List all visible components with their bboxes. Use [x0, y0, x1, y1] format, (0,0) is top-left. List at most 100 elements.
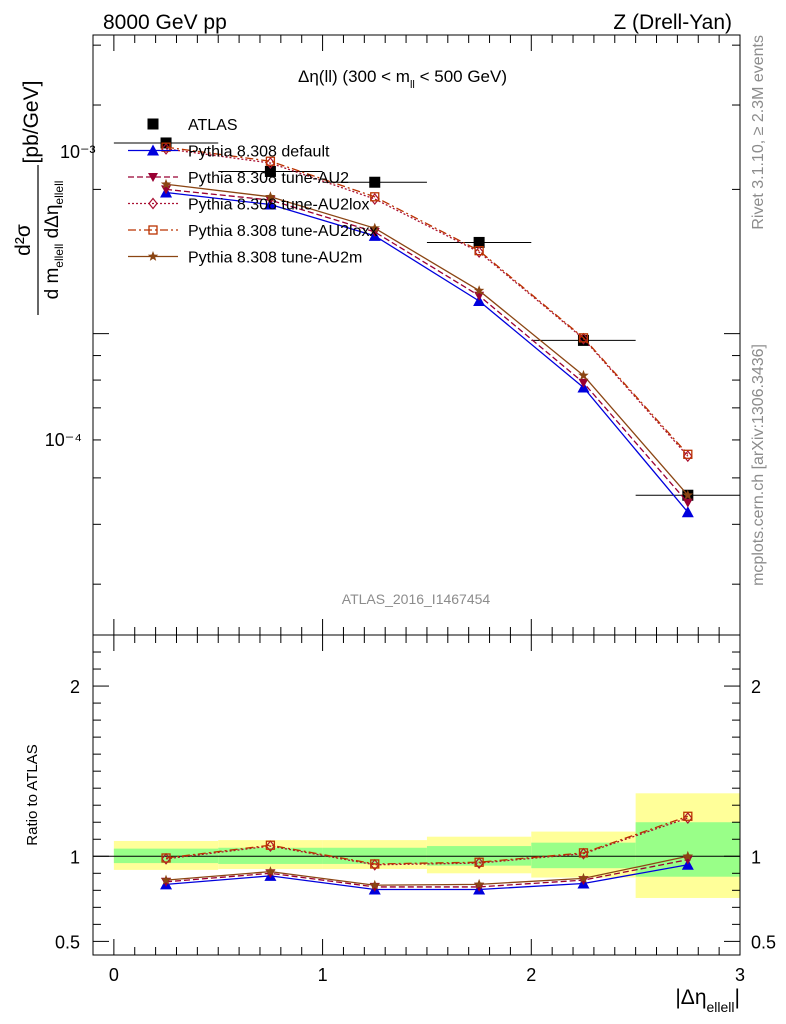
- ratio-y-tick-label-right: 2: [751, 677, 761, 697]
- ratio-y-tick-label-right: 0.5: [751, 932, 776, 952]
- ratio-point-au2lox: [683, 812, 693, 824]
- legend-marker-au2loxx: [148, 225, 158, 235]
- series-line-au2lox: [165, 148, 689, 457]
- series-line-default: [165, 191, 689, 513]
- point-atlas: [577, 334, 589, 346]
- legend-label: Pythia 8.308 default: [188, 144, 330, 161]
- ratio-band-inner: [531, 842, 636, 869]
- plot-title-sub: ll: [410, 79, 415, 91]
- legend: ATLAS Pythia 8.308 default Pythia 8.308 tu…: [128, 117, 377, 267]
- ratio-line-au2: [165, 859, 688, 888]
- point-au2m: [265, 191, 276, 202]
- legend-marker-au2: [148, 173, 158, 182]
- y-tick-label-1e-4: 10⁻⁴: [45, 430, 82, 450]
- ratio-point-au2loxx: [161, 853, 171, 863]
- point-au2lox: [578, 332, 589, 345]
- ratio-point-au2loxx: [683, 811, 693, 821]
- point-au2m: [369, 222, 380, 233]
- main-axis-ticks: [93, 35, 741, 635]
- legend-item-au2m: Pythia 8.308 tune-AU2m: [128, 250, 362, 267]
- legend-label: ATLAS: [188, 117, 238, 134]
- ratio-y-tick-label-right: 1: [751, 847, 761, 867]
- ratio-point-au2m: [369, 879, 380, 890]
- main-series-group: [113, 137, 740, 518]
- y-label-den-pre: d m: [42, 268, 63, 300]
- point-au2loxx: [370, 192, 380, 202]
- point-au2lox: [369, 193, 380, 205]
- series-atlas: [113, 137, 740, 501]
- header-right: Z (Drell-Yan): [613, 11, 732, 34]
- legend-item-au2lox: Pythia 8.308 tune-AU2lox: [128, 197, 369, 214]
- legend-label: Pythia 8.308 tune-AU2: [188, 170, 349, 187]
- ratio-series-group: [160, 811, 694, 895]
- y-label-denominator: d mellell dΔηellell: [42, 181, 66, 300]
- plot-title: Δη(ll) (300 < mll < 500 GeV): [298, 67, 507, 91]
- ratio-point-au2m: [265, 866, 276, 876]
- point-au2m: [473, 285, 485, 295]
- y-tick-label-1e-3: 10⁻³: [60, 142, 96, 162]
- ratio-point-au2: [474, 882, 485, 892]
- legend-item-default: Pythia 8.308 default: [128, 144, 330, 161]
- point-atlas: [264, 165, 276, 177]
- point-au2loxx: [578, 333, 589, 343]
- point-au2loxx: [474, 246, 484, 256]
- x-tick-label: 0: [109, 965, 119, 985]
- header-left: 8000 GeV pp: [103, 11, 227, 34]
- ratio-panel: 0 1 2 3 0.5 0.5 1 1 2 2 Ratio to ATLAS |Δηellell|: [24, 634, 776, 1015]
- y-label-den-mid: dΔη: [42, 205, 63, 244]
- point-au2m: [578, 369, 589, 380]
- ratio-frame: [92, 634, 741, 956]
- ratio-point-au2loxx: [265, 840, 276, 850]
- analysis-watermark: ATLAS_2016_I1467454: [342, 591, 491, 607]
- point-au2lox: [683, 450, 693, 463]
- ratio-y-tick-label: 1: [70, 847, 80, 867]
- legend-marker-au2m: [147, 251, 159, 261]
- legend-label: Pythia 8.308 tune-AU2m: [188, 250, 362, 267]
- y-label-units: [pb/GeV]: [20, 81, 43, 164]
- ratio-point-au2m: [160, 874, 172, 885]
- legend-marker-default: [147, 144, 159, 156]
- main-panel: Δη(ll) (300 < mll < 500 GeV) 10⁻⁴ 10⁻³ A…: [12, 34, 741, 636]
- ratio-series-au2m: [160, 850, 694, 890]
- point-au2loxx: [161, 142, 171, 152]
- point-atlas: [473, 236, 485, 248]
- x-label-pre: |Δη: [675, 986, 706, 1009]
- main-y-axis-label: [pb/GeV] d²σ d mellell dΔηellell: [12, 81, 66, 315]
- ratio-point-au2: [682, 855, 693, 865]
- plot-title-post: < 500 GeV): [415, 67, 507, 86]
- legend-item-au2: Pythia 8.308 tune-AU2: [128, 170, 349, 187]
- ratio-line-default: [165, 864, 688, 891]
- x-axis-label: |Δηellell|: [675, 986, 740, 1015]
- series-line-au2m: [165, 183, 689, 496]
- legend-label: Pythia 8.308 tune-AU2loxx: [188, 223, 377, 240]
- legend-marker-au2lox: [148, 197, 158, 210]
- legend-item-atlas: ATLAS: [147, 117, 238, 134]
- ratio-y-tick-label: 0.5: [55, 932, 80, 952]
- ratio-series-au2loxx: [161, 811, 693, 869]
- point-au2m: [682, 489, 694, 500]
- ratio-line-au2loxx: [165, 815, 689, 865]
- ratio-point-au2loxx: [370, 859, 380, 869]
- point-au2loxx: [683, 449, 693, 459]
- point-au2: [682, 498, 693, 508]
- ratio-point-au2loxx: [578, 848, 589, 858]
- x-label-post: |: [735, 986, 740, 1009]
- point-au2lox: [474, 246, 484, 259]
- ratio-point-au2m: [473, 878, 485, 889]
- point-au2: [265, 196, 276, 206]
- legend-label: Pythia 8.308 tune-AU2lox: [188, 197, 369, 214]
- legend-marker-atlas: [147, 118, 159, 130]
- rivet-version-label: Rivet 3.1.10, ≥ 2.3M events: [750, 35, 767, 230]
- series-line-au2: [165, 188, 689, 504]
- ratio-point-au2loxx: [474, 857, 484, 867]
- ratio-line-au2m: [165, 855, 688, 886]
- point-au2loxx: [265, 156, 276, 166]
- point-atlas: [369, 176, 381, 188]
- point-au2m: [160, 178, 172, 189]
- series-line-au2loxx: [165, 146, 689, 455]
- point-default: [681, 506, 694, 518]
- x-tick-label: 3: [735, 965, 745, 985]
- y-label-numerator: d²σ: [12, 224, 35, 256]
- ratio-point-au2m: [682, 850, 694, 861]
- ratio-y-tick-label: 2: [70, 677, 80, 697]
